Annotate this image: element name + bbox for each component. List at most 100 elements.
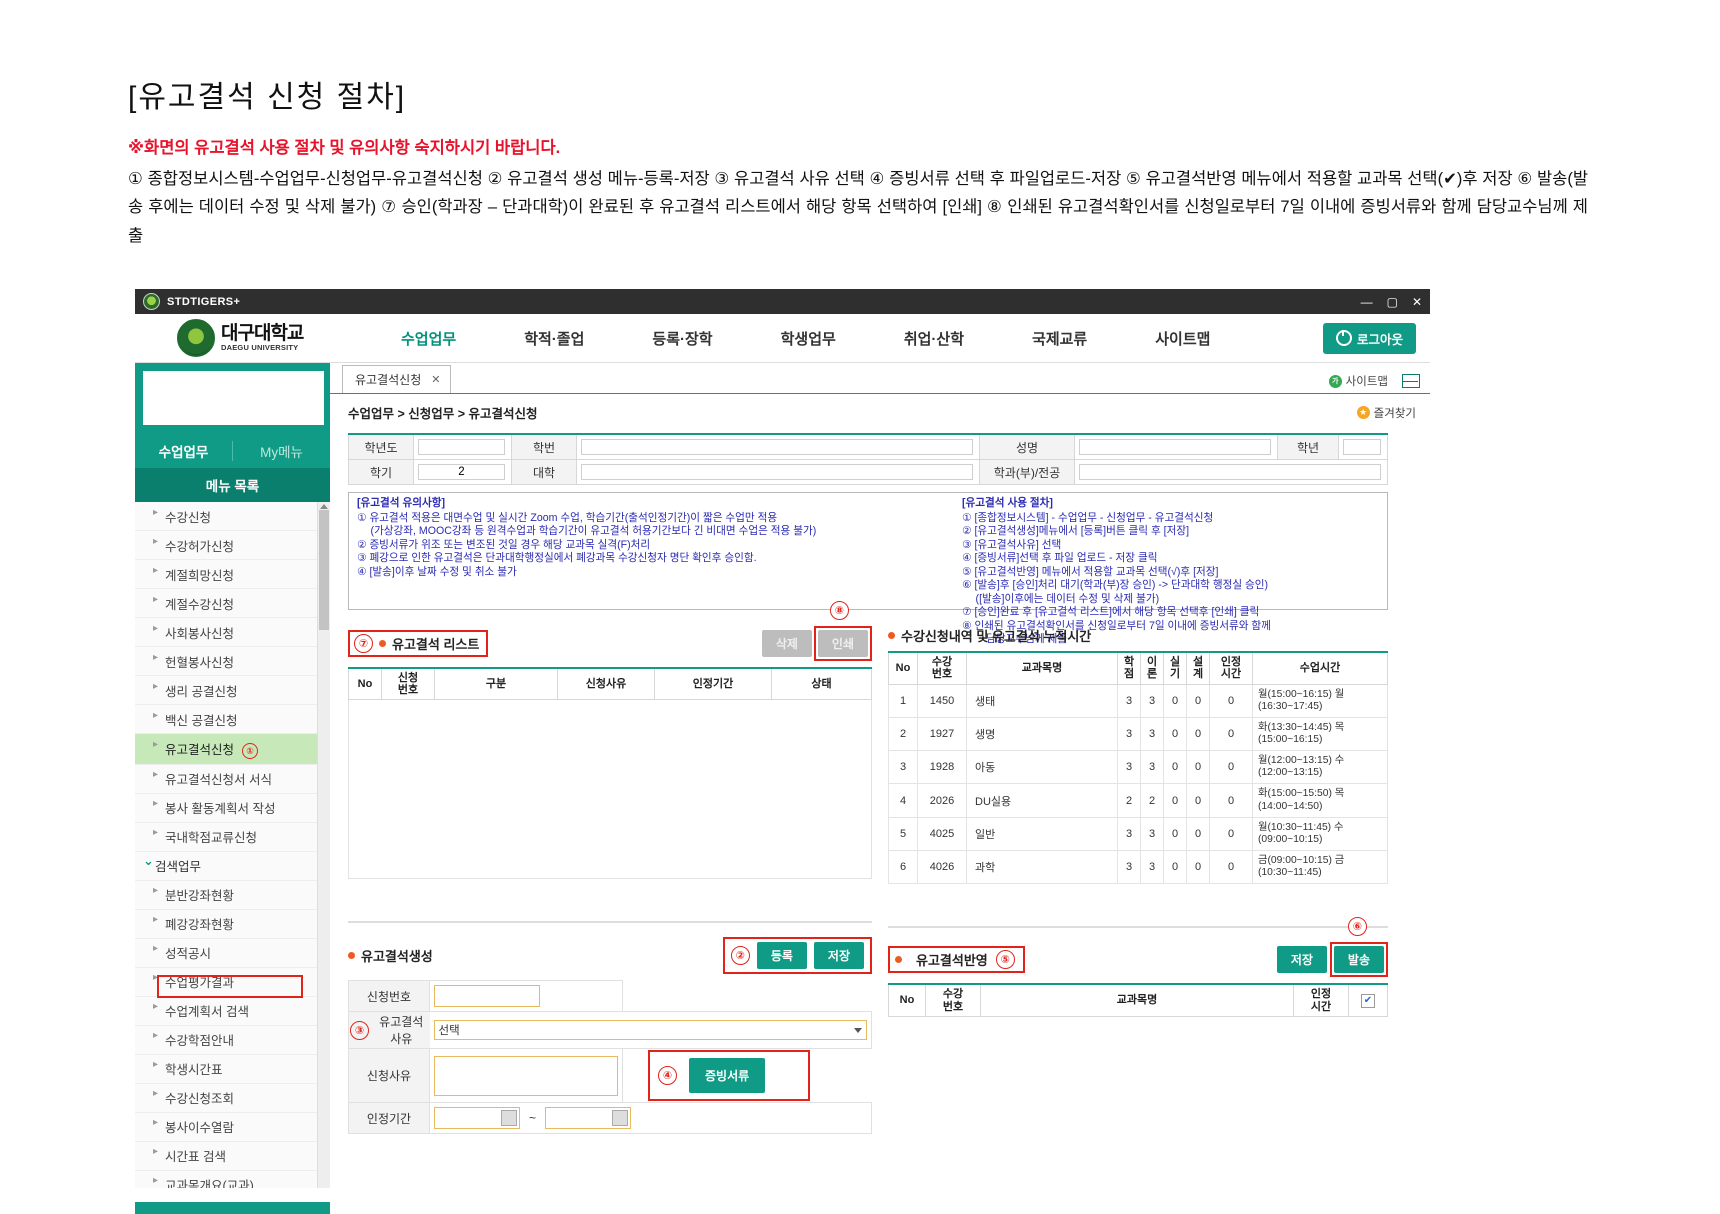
favorite-button[interactable]: ★ 즐겨찾기 <box>1356 405 1416 421</box>
sitemap-button[interactable]: 가 사이트맵 <box>1328 373 1388 389</box>
nav-item-등록장학[interactable]: 등록·장학 <box>652 330 713 348</box>
page-title: [유고결석 신청 절차] <box>128 81 407 114</box>
maximize-icon[interactable]: ▢ <box>1386 294 1398 309</box>
sidebar-search-input[interactable] <box>143 371 324 425</box>
sidebar-scrollbar[interactable] <box>317 502 330 1202</box>
save-button-create[interactable]: 저장 <box>813 942 864 970</box>
sidebar-item-19[interactable]: 학생시간표 <box>135 1055 330 1084</box>
sidebar-item-2[interactable]: 계절희망신청 <box>135 560 330 589</box>
sidebar-item-7[interactable]: 백신 공결신청 <box>135 705 330 734</box>
input-신청사유[interactable] <box>434 1055 618 1096</box>
input-학년[interactable] <box>1343 439 1381 455</box>
scroll-up-icon[interactable] <box>320 504 328 509</box>
date-to-input[interactable] <box>545 1107 632 1130</box>
nav-item-취업산학[interactable]: 취업·산학 <box>903 330 965 348</box>
nav-item-학적졸업[interactable]: 학적·졸업 <box>524 330 585 348</box>
close-icon[interactable]: ✕ <box>1411 294 1422 309</box>
nav-item-사이트맵[interactable]: 사이트맵 <box>1155 330 1211 348</box>
sidebar-item-6[interactable]: 생리 공결신청 <box>135 676 330 705</box>
col-no: No <box>348 667 382 701</box>
table-row[interactable]: 3 1928 아동 3 3 0 0 0 월(12:00~13:15) 수(12:00~13:15… <box>888 750 1388 785</box>
minimize-icon[interactable]: — <box>1360 294 1373 309</box>
input-학기[interactable] <box>418 464 505 480</box>
sidebar-item-14[interactable]: 폐강강좌현황 <box>135 910 330 939</box>
send-button[interactable]: 발송 <box>1333 946 1384 974</box>
scroll-thumb[interactable] <box>319 510 329 630</box>
nav-item-국제교류[interactable]: 국제교류 <box>1032 330 1088 348</box>
table-row[interactable]: 1 1450 생태 3 3 0 0 0 월(15:00~16:15) 월(16:30~17:45… <box>888 683 1388 718</box>
sidebar-item-17[interactable]: 수업계획서 검색 <box>135 997 330 1026</box>
procedure-box: [유고결석 사용 절차] ① [종합정보시스템] - 수업업무 - 신청업무 -… <box>948 493 1387 645</box>
sidebar-item-8[interactable]: 유고결석신청 ① <box>135 734 330 765</box>
cell-design: 0 <box>1186 850 1210 885</box>
app-title: STDTIGERS+ <box>167 295 241 308</box>
sidebar-item-5[interactable]: 헌혈봉사신청 <box>135 647 330 676</box>
calendar-icon[interactable] <box>612 1110 629 1127</box>
cell-hours: 0 <box>1209 783 1253 818</box>
sidebar-item-12[interactable]: 검색업무 <box>135 852 330 881</box>
tab-label: 유고결석신청 <box>355 373 422 387</box>
sidebar-item-22[interactable]: 시간표 검색 <box>135 1142 330 1171</box>
select-유고결석사유[interactable]: 선택 <box>433 1020 867 1041</box>
window-titlebar: STDTIGERS+ — ▢ ✕ <box>135 289 1430 314</box>
cell-credit: 3 <box>1117 683 1141 718</box>
cell-credit: 2 <box>1117 783 1141 818</box>
star-icon: ★ <box>1356 406 1370 419</box>
table-row[interactable]: 4 2026 DU실용 2 2 0 0 0 화(15:00~15:50) 목(14:00~14:… <box>888 783 1388 818</box>
sidebar-item-20[interactable]: 수강신청조회 <box>135 1084 330 1113</box>
col-인정기간: 인정기간 <box>654 667 772 701</box>
logout-button[interactable]: 로그아웃 <box>1322 322 1416 354</box>
sidebar-item-21[interactable]: 봉사이수열람 <box>135 1113 330 1142</box>
sidebar-item-label: 수강허가신청 <box>165 539 235 554</box>
input-학년도[interactable] <box>418 439 505 455</box>
sidebar-item-10[interactable]: 봉사 활동계획서 작성 <box>135 794 330 823</box>
sidebar-item-4[interactable]: 사회봉사신청 <box>135 618 330 647</box>
chevron-down-icon <box>854 1027 862 1033</box>
input-학번[interactable] <box>581 439 973 455</box>
calendar-icon[interactable] <box>501 1110 517 1127</box>
sidebar-item-1[interactable]: 수강허가신청 <box>135 531 330 560</box>
sidebar-item-18[interactable]: 수강학점안내 <box>135 1026 330 1055</box>
logout-label: 로그아웃 <box>1356 332 1403 347</box>
apply-table: No 수강 번호 교과목명 인정 시간 ✔ <box>888 983 1388 1017</box>
cell-time: 금(09:00~10:15) 금(10:30~11:45) <box>1252 850 1388 885</box>
sidebar-item-label: 유고결석신청서 서식 <box>165 773 272 787</box>
sidebar-item-9[interactable]: 유고결석신청서 서식 <box>135 765 330 794</box>
sidebar-tab-primary[interactable]: 수업업무 <box>158 445 209 460</box>
table-row[interactable]: 6 4026 과학 3 3 0 0 0 금(09:00~10:15) 금(10:30~11:45… <box>888 850 1388 885</box>
table-row[interactable]: 2 1927 생명 3 3 0 0 0 화(13:30~14:45) 목(15:00~16:15… <box>888 716 1388 752</box>
delete-button[interactable]: 삭제 <box>761 630 812 657</box>
date-from-input[interactable] <box>434 1107 520 1130</box>
sidebar-menu-list: 수강신청수강허가신청계절희망신청계절수강신청사회봉사신청헌혈봉사신청생리 공결신… <box>135 502 330 1202</box>
select-all-checkbox[interactable]: ✔ <box>1361 993 1375 1008</box>
evidence-document-button[interactable]: 증빙서류 <box>689 1058 766 1094</box>
sidebar-item-15[interactable]: 성적공시 <box>135 939 330 968</box>
sidebar-item-16[interactable]: 수업평가결과 <box>135 968 330 997</box>
input-학과부전공[interactable] <box>1079 464 1381 480</box>
nav-item-수업업무[interactable]: 수업업무 <box>401 330 457 348</box>
mail-icon[interactable] <box>1402 374 1420 388</box>
col-학점: 학 점 <box>1117 651 1141 685</box>
sidebar-tab-mymenu[interactable]: My메뉴 <box>232 441 330 461</box>
sidebar-item-3[interactable]: 계절수강신청 <box>135 589 330 618</box>
col-수강번호: 수강 번호 <box>925 983 981 1017</box>
register-button[interactable]: 등록 <box>756 942 807 970</box>
input-신청번호[interactable] <box>434 985 540 1008</box>
tab-close-icon[interactable]: ✕ <box>431 374 441 386</box>
cell-code: 1927 <box>917 716 967 752</box>
input-성명[interactable] <box>1079 439 1271 455</box>
save-button-apply[interactable]: 저장 <box>1276 946 1327 974</box>
sidebar-item-13[interactable]: 분반강좌현황 <box>135 881 330 910</box>
table-row[interactable]: 5 4025 일반 3 3 0 0 0 월(10:30~11:45) 수(09:00~10:15… <box>888 816 1388 852</box>
brand-logo[interactable]: 대구대학교 DAEGU UNIVERSITY <box>177 319 367 357</box>
sidebar-item-0[interactable]: 수강신청 <box>135 502 330 531</box>
cell-name: 일반 <box>966 816 1118 852</box>
nav-item-학생업무[interactable]: 학생업무 <box>780 330 836 348</box>
select-value: 선택 <box>438 1025 460 1038</box>
label-학번: 학번 <box>511 433 577 460</box>
tab-유고결석신청[interactable]: 유고결석신청 ✕ <box>342 365 452 393</box>
input-대학[interactable] <box>581 464 973 480</box>
sidebar-item-11[interactable]: 국내학점교류신청 <box>135 823 330 852</box>
sidebar: 수업업무 My메뉴 메뉴 목록 수강신청수강허가신청계절희망신청계절수강신청사회… <box>135 363 330 1214</box>
print-button[interactable]: 인쇄 <box>817 630 868 657</box>
